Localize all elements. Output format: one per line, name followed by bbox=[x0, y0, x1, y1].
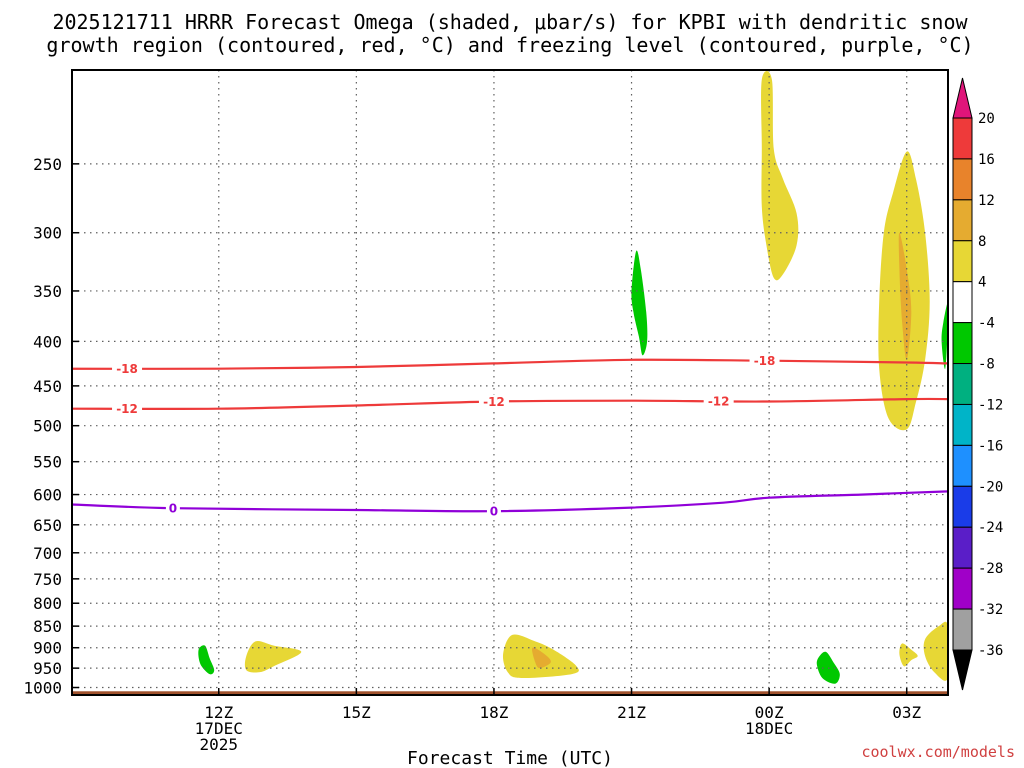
y-tick-label-650: 650 bbox=[33, 516, 62, 535]
x-axis-label: Forecast Time (UTC) bbox=[407, 748, 613, 768]
contour-minus18-label-bg-0 bbox=[112, 361, 143, 376]
contour-minus12-label-2: -12 bbox=[708, 395, 730, 409]
plot-background bbox=[72, 70, 948, 695]
contour-minus18-line bbox=[72, 358, 948, 370]
colorbar-label-12: 12 bbox=[978, 193, 995, 209]
x-tick-label-00Z: 00Z bbox=[755, 703, 784, 722]
colorbar-label--8: -8 bbox=[978, 357, 995, 373]
x-tick-label-2025: 2025 bbox=[199, 735, 238, 754]
chart-title-line1: 2025121711 HRRR Forecast Omega (shaded, … bbox=[52, 10, 968, 34]
colorbar-band--4-4 bbox=[952, 281, 973, 324]
omega-negative-area-6 bbox=[198, 645, 215, 675]
y-tick-label-550: 550 bbox=[33, 453, 62, 472]
contour-minus12-label-bg-0 bbox=[112, 401, 143, 416]
omega-positive-area-7 bbox=[244, 640, 302, 673]
colorbar-label-20: 20 bbox=[978, 111, 995, 127]
y-tick-label-300: 300 bbox=[33, 224, 62, 243]
omega-positive-area-11 bbox=[899, 643, 918, 667]
colorbar-band--12--8 bbox=[952, 363, 973, 405]
colorbar-label--28: -28 bbox=[978, 561, 1003, 577]
omega-negative-area-1 bbox=[631, 250, 648, 356]
omega-negative-area-5 bbox=[941, 301, 948, 369]
omega-positive-area-9 bbox=[532, 647, 551, 669]
x-tick-label-18DEC: 18DEC bbox=[745, 719, 793, 738]
y-tick-label-350: 350 bbox=[33, 282, 62, 301]
colorbar-band--28--24 bbox=[952, 526, 973, 569]
colorbar-label--32: -32 bbox=[978, 602, 1003, 618]
colorbar-label--36: -36 bbox=[978, 643, 1003, 659]
omega-positive-area-2 bbox=[761, 70, 799, 281]
colorbar-band-16-20 bbox=[952, 117, 973, 160]
omega-positive-area-12 bbox=[923, 621, 948, 681]
contour-minus12-line bbox=[72, 397, 948, 411]
colorbar-under-triangle bbox=[952, 649, 973, 691]
colorbar-band--16--12 bbox=[952, 403, 973, 446]
y-tick-label-900: 900 bbox=[33, 639, 62, 658]
y-tick-label-1000: 1000 bbox=[23, 679, 62, 698]
contour-freezing-line bbox=[72, 490, 948, 513]
y-tick-label-950: 950 bbox=[33, 659, 62, 678]
y-axis: 250 300 350 400 450 500 550 600 650 700 750 800 850 9… bbox=[23, 155, 79, 698]
y-tick-label-800: 800 bbox=[33, 594, 62, 613]
x-tick-label-15Z: 15Z bbox=[342, 703, 371, 722]
colorbar-label--20: -20 bbox=[978, 479, 1003, 495]
contour-minus18-label-0: -18 bbox=[116, 362, 138, 376]
contour-freezing-label-0: 0 bbox=[169, 502, 177, 516]
plot-frame bbox=[71, 69, 949, 696]
x-tick-label-18Z: 18Z bbox=[479, 703, 508, 722]
colorbar-band-8-12 bbox=[952, 199, 973, 242]
colorbar-label--24: -24 bbox=[978, 520, 1003, 536]
plot-area: -18 -18 -12 -12 -12 0 0 bbox=[71, 69, 949, 696]
colorbar-label--12: -12 bbox=[978, 397, 1003, 413]
colorbar-band--24--20 bbox=[952, 485, 973, 528]
y-tick-label-850: 850 bbox=[33, 617, 62, 636]
colorbar-band--8--4 bbox=[952, 322, 973, 365]
contour-freezing-label-bg-0 bbox=[165, 501, 180, 516]
colorbar-label--4: -4 bbox=[978, 316, 995, 332]
y-tick-label-500: 500 bbox=[33, 417, 62, 436]
contour-minus12-label-0: -12 bbox=[116, 402, 138, 416]
colorbar: 20 16 12 8 4 -4 -8 -12 -16 -20 -24 -28 -32 -36 bbox=[952, 77, 1003, 691]
y-tick-label-700: 700 bbox=[33, 544, 62, 563]
x-tick-label-21Z: 21Z bbox=[617, 703, 646, 722]
contour-minus18-label-1: -18 bbox=[754, 354, 776, 368]
colorbar-over-triangle bbox=[952, 77, 973, 119]
colorbar-label-4: 4 bbox=[978, 275, 986, 291]
credit-text: coolwx.com/models bbox=[861, 743, 1015, 761]
plot-inner: -18 -18 -12 -12 -12 0 0 bbox=[72, 70, 948, 695]
contour-minus12-label-bg-2 bbox=[703, 394, 734, 409]
contour-freezing-label-1: 0 bbox=[490, 505, 498, 519]
omega-positive-area-4 bbox=[898, 232, 912, 360]
colorbar-label-16: 16 bbox=[978, 152, 995, 168]
colorbar-band--36--32 bbox=[952, 608, 973, 651]
colorbar-band--20--16 bbox=[952, 444, 973, 487]
y-tick-label-450: 450 bbox=[33, 377, 62, 396]
y-tick-label-400: 400 bbox=[33, 332, 62, 351]
chart-title-line2: growth region (contoured, red, °C) and f… bbox=[46, 33, 973, 57]
contour-minus12-label-1: -12 bbox=[483, 395, 505, 409]
y-tick-label-750: 750 bbox=[33, 570, 62, 589]
colorbar-band-12-16 bbox=[952, 158, 973, 201]
colorbar-band-4-8 bbox=[952, 240, 973, 283]
contour-freezing-label-bg-1 bbox=[486, 504, 501, 519]
contour-minus12-label-bg-1 bbox=[478, 394, 509, 409]
colorbar-band--32--28 bbox=[952, 567, 973, 610]
colorbar-label-8: 8 bbox=[978, 234, 986, 250]
x-tick-label-12Z: 12Z bbox=[204, 703, 233, 722]
y-tick-label-250: 250 bbox=[33, 155, 62, 174]
x-tick-label-17DEC: 17DEC bbox=[195, 719, 243, 738]
x-tick-label-03Z: 03Z bbox=[892, 703, 921, 722]
y-tick-label-600: 600 bbox=[33, 486, 62, 505]
colorbar-label--16: -16 bbox=[978, 438, 1003, 454]
contour-minus18-label-bg-1 bbox=[749, 353, 780, 368]
terrain-strip bbox=[72, 691, 948, 695]
